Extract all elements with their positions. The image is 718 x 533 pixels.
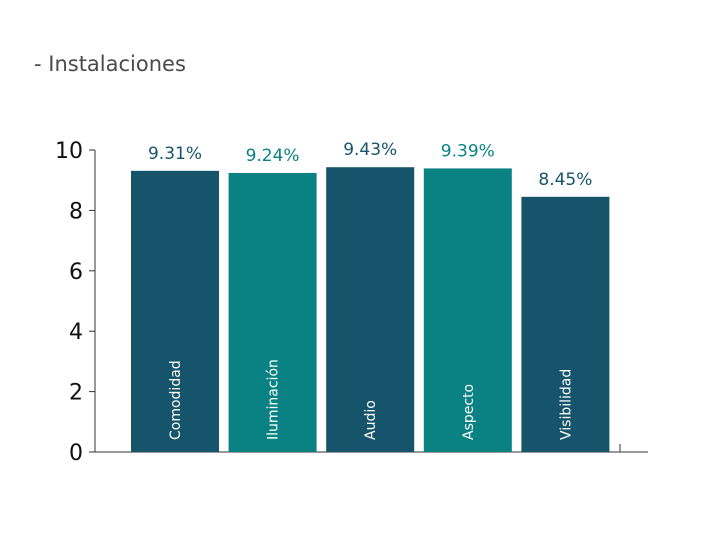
data-label: 8.45% [538, 170, 592, 190]
y-tick-label: 8 [69, 199, 83, 224]
labels: 9.31% Comodidad 9.24% Iluminación 9.43% Audio… [148, 140, 592, 440]
category-label: Iluminación [266, 359, 282, 440]
y-tick-label: 4 [69, 320, 83, 345]
y-tick-label: 6 [69, 260, 83, 285]
bar [423, 168, 512, 452]
data-label: 9.24% [246, 146, 300, 166]
category-label: Comodidad [168, 360, 184, 440]
category-label: Aspecto [461, 384, 477, 440]
y-tick-label: 2 [69, 381, 83, 406]
y-tick-label: 10 [55, 139, 83, 164]
bars [131, 167, 610, 453]
bar [521, 196, 610, 452]
category-label: Visibilidad [558, 369, 574, 440]
category-label: Audio [363, 400, 379, 440]
bar [131, 170, 219, 452]
data-label: 9.43% [343, 140, 397, 160]
data-label: 9.39% [441, 141, 495, 161]
bar [228, 172, 317, 452]
y-tick-label: 0 [69, 441, 83, 466]
data-label: 9.31% [148, 144, 202, 164]
bar [326, 167, 415, 453]
chart-title: - Instalaciones [34, 52, 186, 76]
